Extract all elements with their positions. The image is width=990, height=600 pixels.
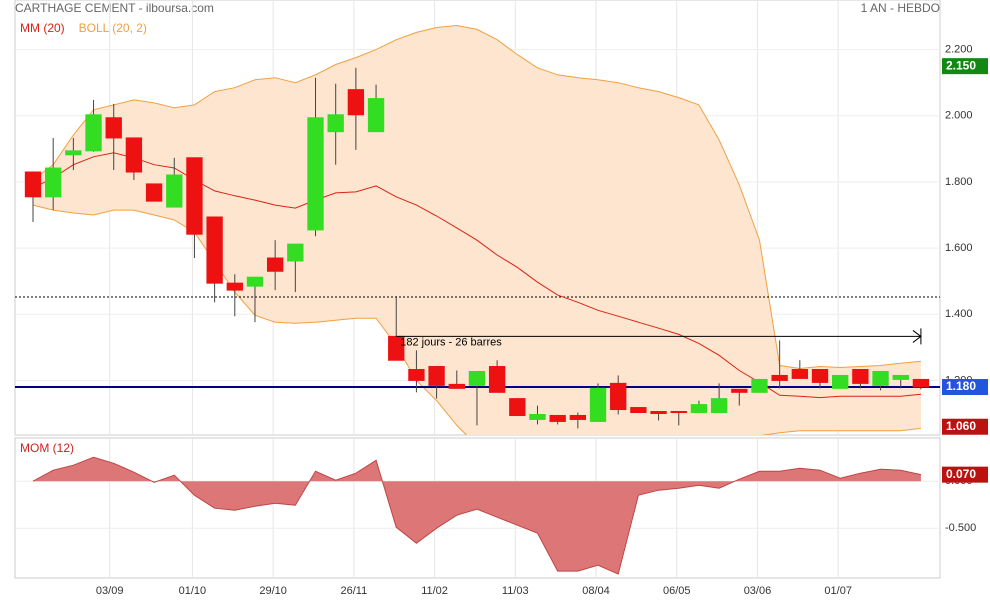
candle-body [145,183,163,202]
candle-body [448,383,465,389]
candle-body [65,150,82,156]
candle-body [226,282,243,291]
price-tag [942,58,988,75]
candle-body [912,378,930,388]
candle-body [690,404,708,414]
price-tag [942,418,988,435]
band-lower [32,204,921,435]
candle-body [24,171,42,198]
candle-body [347,89,365,116]
candle-body [872,370,889,386]
candle-body [468,370,486,386]
y-tick-label: 1.600 [945,242,973,254]
arrow-head [912,328,922,345]
band-fill [33,25,921,435]
x-tick-label: 26/11 [340,585,367,597]
chart-subtitle: 1 AN - HEBDO [861,1,940,15]
y-tick-label: 1.800 [945,176,973,188]
candle-body [791,369,808,379]
x-tick-label: 03/06 [744,585,772,597]
legend-entry: BOLL (20, 2) [79,21,147,35]
candle-body [832,374,849,389]
band-upper [32,24,921,370]
x-tick-label: 03/09 [96,585,124,597]
panel-title: MOM (12) [20,441,74,455]
candle-body [246,276,264,287]
candle-body [367,98,385,133]
candle-body [327,114,344,133]
candle-body [45,167,62,198]
candle-body [307,117,324,231]
x-tick-label: 01/07 [824,585,852,597]
candle-body [751,378,768,393]
candle-body [509,398,526,416]
candle-body [710,398,728,414]
candle-body [105,117,122,139]
candle-body [186,157,203,235]
y-tick-label: 1.400 [945,308,973,320]
value-tag [942,466,988,483]
candle-body [408,369,425,381]
candle-body [488,366,506,393]
area-fill [33,457,921,575]
x-tick-label: 29/10 [259,585,287,597]
candle-body [125,137,143,173]
annotation-text: 182 jours - 26 barres [400,336,502,348]
candle-body [731,388,748,393]
candle-body [549,414,566,422]
momentum-plot [32,456,922,575]
moving-average [32,152,921,399]
y-tick-label: 2.200 [945,44,973,56]
candle-body [85,114,102,152]
candle-body [610,382,627,411]
candle-body [529,413,546,420]
x-tick-label: 01/10 [179,585,207,597]
x-tick-label: 08/04 [582,585,610,597]
candle-body [569,414,587,420]
x-tick-label: 11/02 [421,585,448,597]
candle-body [892,374,909,380]
price-tag-label: 1.180 [946,379,976,393]
candle-body [266,257,284,272]
y-tick-label: 2.000 [945,110,973,122]
candle-body [852,369,869,384]
main-plot: 182 jours - 26 barres [15,24,940,435]
candle-body [811,369,829,383]
candle-body [166,174,183,208]
x-tick-label: 11/03 [502,585,529,597]
price-tag [942,379,988,396]
candle-body [206,216,223,284]
price-tag-label: 2.150 [946,58,976,72]
chart-title: CARTHAGE CEMENT - ilboursa.com [15,1,214,15]
candle-body [670,411,687,414]
plot-frame [14,437,941,579]
candle-body [630,407,647,414]
value-tag-label: 0.070 [946,467,976,481]
price-tag-label: 1.060 [946,419,976,433]
candle-body [771,374,788,381]
legend-entry: MM (20) [20,21,65,35]
candle-body [287,243,304,262]
candle-body [650,411,667,414]
y-tick-label: -0.500 [945,522,976,534]
momentum-line [32,456,922,575]
x-tick-label: 06/05 [663,585,691,597]
candle-body [589,387,607,422]
candle-body [428,366,445,386]
